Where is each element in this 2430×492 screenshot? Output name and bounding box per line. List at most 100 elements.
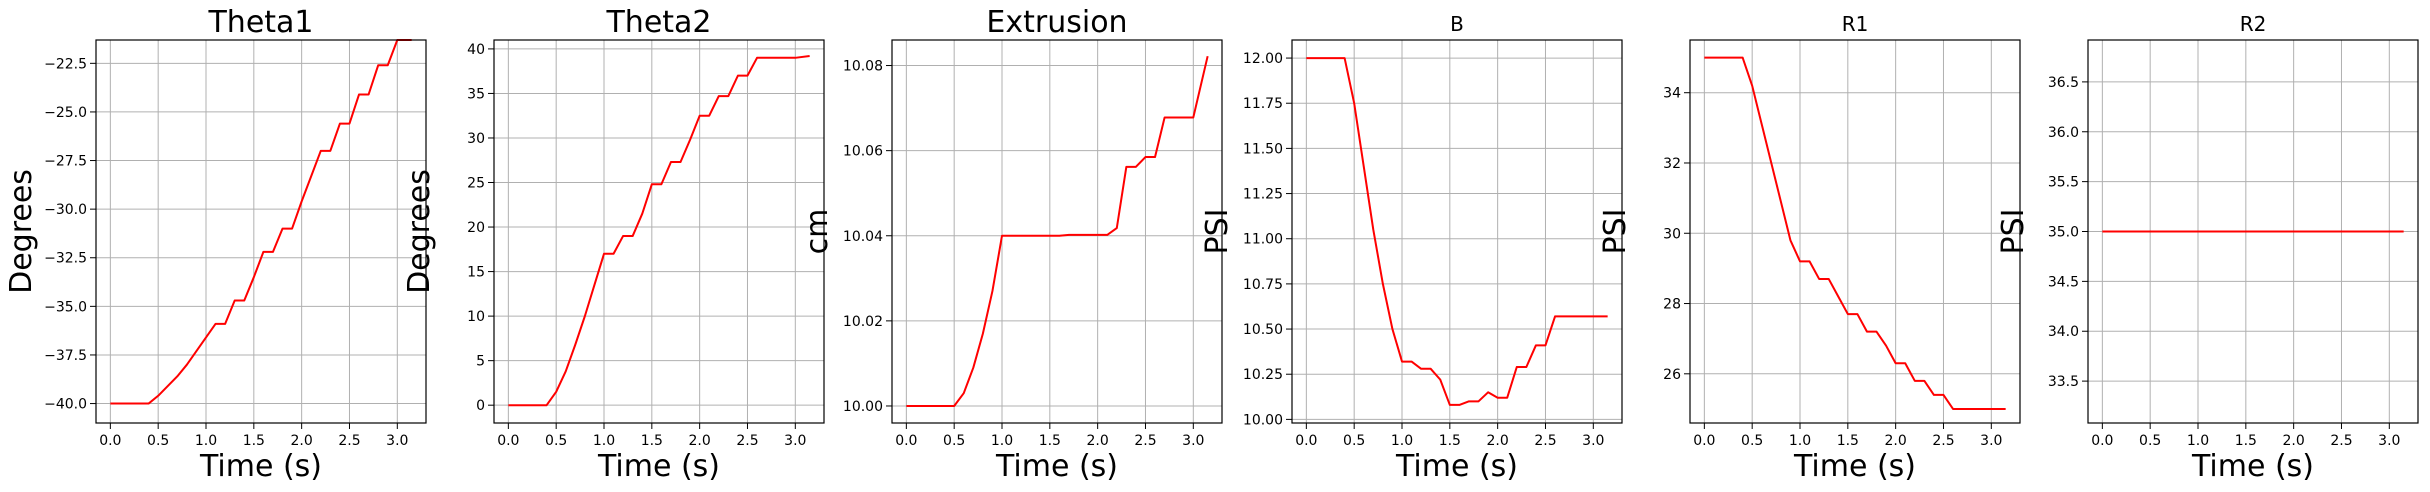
chart-4-frame <box>1291 39 1623 424</box>
chart-4-x-tick-label-5: 2.5 <box>1534 433 1556 449</box>
chart-5-plot-area <box>1690 40 2020 423</box>
chart-1-x-tick-label-4: 2.0 <box>291 433 313 449</box>
chart-6-y-tick-label-5: 36.0 <box>2048 125 2079 141</box>
chart-4-y-tick-label-7: 11.75 <box>1243 96 1283 112</box>
chart-5-y-tick-label-2: 30 <box>1663 226 1681 242</box>
chart-4-title: B <box>1450 12 1464 36</box>
chart-3-title: Extrusion <box>986 5 1127 40</box>
chart-5-x-axis-label: Time (s) <box>1793 449 1916 484</box>
chart-4-y-tick-label-3: 10.75 <box>1243 277 1283 293</box>
chart-5-x-tick-label-2: 1.0 <box>1789 433 1811 449</box>
chart-1-y-tick-label-6: −25.0 <box>44 105 87 121</box>
chart-6-x-tick-label-1: 0.5 <box>2139 433 2161 449</box>
chart-6-y-tick-label-3: 35.0 <box>2048 225 2079 241</box>
chart-1-x-axis-label: Time (s) <box>199 449 322 484</box>
chart-2-x-tick-label-1: 0.5 <box>545 433 567 449</box>
chart-1-x-tick-label-1: 0.5 <box>147 433 169 449</box>
chart-4-x-tick-label-4: 2.0 <box>1487 433 1509 449</box>
chart-5-frame <box>1689 39 2021 424</box>
chart-5-x-tick-label-6: 3.0 <box>1980 433 2002 449</box>
chart-5-y-tick-label-3: 32 <box>1663 156 1681 172</box>
chart-2-x-tick-label-5: 2.5 <box>736 433 758 449</box>
chart-6-y-tick-label-6: 36.5 <box>2048 75 2079 91</box>
chart-1-x-tick-label-0: 0.0 <box>99 433 121 449</box>
chart-6-y-tick-label-0: 33.5 <box>2048 374 2079 390</box>
chart-1-x-tick-label-3: 1.5 <box>243 433 265 449</box>
chart-6-x-tick-label-3: 1.5 <box>2235 433 2257 449</box>
chart-1-x-tick-label-2: 1.0 <box>195 433 217 449</box>
chart-6-x-tick-label-4: 2.0 <box>2283 433 2305 449</box>
chart-5-x-tick-label-5: 2.5 <box>1932 433 1954 449</box>
chart-3-series-line <box>906 55 1209 407</box>
chart-1-y-tick-label-2: −35.0 <box>44 299 87 315</box>
chart-1-title: Theta1 <box>207 5 313 40</box>
chart-2-y-tick-label-5: 25 <box>467 176 485 192</box>
chart-1-x-tick-label-5: 2.5 <box>338 433 360 449</box>
chart-5-y-tick-label-0: 26 <box>1663 367 1681 383</box>
chart-6-y-tick-label-4: 35.5 <box>2048 175 2079 191</box>
chart-3-x-tick-label-5: 2.5 <box>1134 433 1156 449</box>
chart-4-y-tick-label-1: 10.25 <box>1243 367 1283 383</box>
chart-3-frame <box>891 39 1223 424</box>
chart-2-y-tick-label-4: 20 <box>467 220 485 236</box>
chart-3-y-tick-label-3: 10.06 <box>843 144 883 160</box>
chart-2-y-axis-label: Degrees <box>402 169 437 294</box>
chart-3-x-tick-label-2: 1.0 <box>991 433 1013 449</box>
chart-2-series-line <box>508 55 810 407</box>
chart-5-title: R1 <box>1842 12 1869 36</box>
chart-1-plot-area <box>96 40 426 423</box>
chart-2-x-tick-label-3: 1.5 <box>641 433 663 449</box>
chart-5-y-tick-label-4: 34 <box>1663 86 1681 102</box>
chart-1-y-tick-label-5: −27.5 <box>44 154 87 170</box>
chart-3-x-tick-label-3: 1.5 <box>1039 433 1061 449</box>
chart-3-x-tick-label-6: 3.0 <box>1182 433 1204 449</box>
chart-2-x-tick-label-0: 0.0 <box>497 433 519 449</box>
chart-6-y-tick-label-2: 34.5 <box>2048 274 2079 290</box>
chart-1-series-line <box>110 39 412 405</box>
chart-2-title: Theta2 <box>605 5 711 40</box>
chart-2-x-tick-label-6: 3.0 <box>784 433 806 449</box>
chart-3-x-tick-label-0: 0.0 <box>895 433 917 449</box>
chart-1-y-tick-label-3: −32.5 <box>44 251 87 267</box>
chart-5-series-line <box>1704 56 2006 410</box>
chart-3-plot-area <box>892 40 1222 423</box>
chart-5-x-tick-label-4: 2.0 <box>1885 433 1907 449</box>
chart-3-y-tick-label-0: 10.00 <box>843 399 883 415</box>
chart-2-y-tick-label-3: 15 <box>467 265 485 281</box>
chart-1-x-tick-label-6: 3.0 <box>386 433 408 449</box>
chart-6-x-tick-label-6: 3.0 <box>2378 433 2400 449</box>
chart-2-y-tick-label-7: 35 <box>467 86 485 102</box>
chart-4-y-axis-label: PSI <box>1200 209 1235 255</box>
chart-4-x-tick-label-3: 1.5 <box>1439 433 1461 449</box>
chart-2-y-tick-label-0: 0 <box>476 398 485 414</box>
chart-5-y-tick-label-1: 28 <box>1663 297 1681 313</box>
chart-6-title: R2 <box>2240 12 2267 36</box>
chart-2-y-tick-label-6: 30 <box>467 131 485 147</box>
chart-3-y-axis-label: cm <box>800 209 835 255</box>
chart-2-y-tick-label-1: 5 <box>476 354 485 370</box>
chart-6-x-tick-label-2: 1.0 <box>2187 433 2209 449</box>
chart-2-x-tick-label-4: 2.0 <box>689 433 711 449</box>
chart-4-y-tick-label-0: 10.00 <box>1243 412 1283 428</box>
chart-4-y-tick-label-6: 11.50 <box>1243 141 1283 157</box>
chart-2-y-tick-label-2: 10 <box>467 309 485 325</box>
chart-5-y-axis-label: PSI <box>1598 209 1633 255</box>
chart-3-x-tick-label-1: 0.5 <box>943 433 965 449</box>
chart-4-y-tick-label-2: 10.50 <box>1243 322 1283 338</box>
chart-4-y-tick-label-8: 12.00 <box>1243 51 1283 67</box>
chart-1-y-tick-label-1: −37.5 <box>44 348 87 364</box>
chart-3-y-tick-label-1: 10.02 <box>843 314 883 330</box>
chart-3-x-tick-label-4: 2.0 <box>1087 433 1109 449</box>
chart-6-y-axis-label: PSI <box>1996 209 2031 255</box>
chart-4-y-tick-label-4: 11.00 <box>1243 232 1283 248</box>
chart-4-x-tick-label-6: 3.0 <box>1582 433 1604 449</box>
chart-4-y-tick-label-5: 11.25 <box>1243 187 1283 203</box>
chart-5-x-tick-label-0: 0.0 <box>1693 433 1715 449</box>
chart-4-series-line <box>1306 57 1608 406</box>
chart-5-x-tick-label-1: 0.5 <box>1741 433 1763 449</box>
chart-3-y-tick-label-4: 10.08 <box>843 59 883 75</box>
chart-2-plot-area <box>494 40 824 423</box>
chart-4-x-tick-label-0: 0.0 <box>1295 433 1317 449</box>
chart-6-x-tick-label-0: 0.0 <box>2091 433 2113 449</box>
